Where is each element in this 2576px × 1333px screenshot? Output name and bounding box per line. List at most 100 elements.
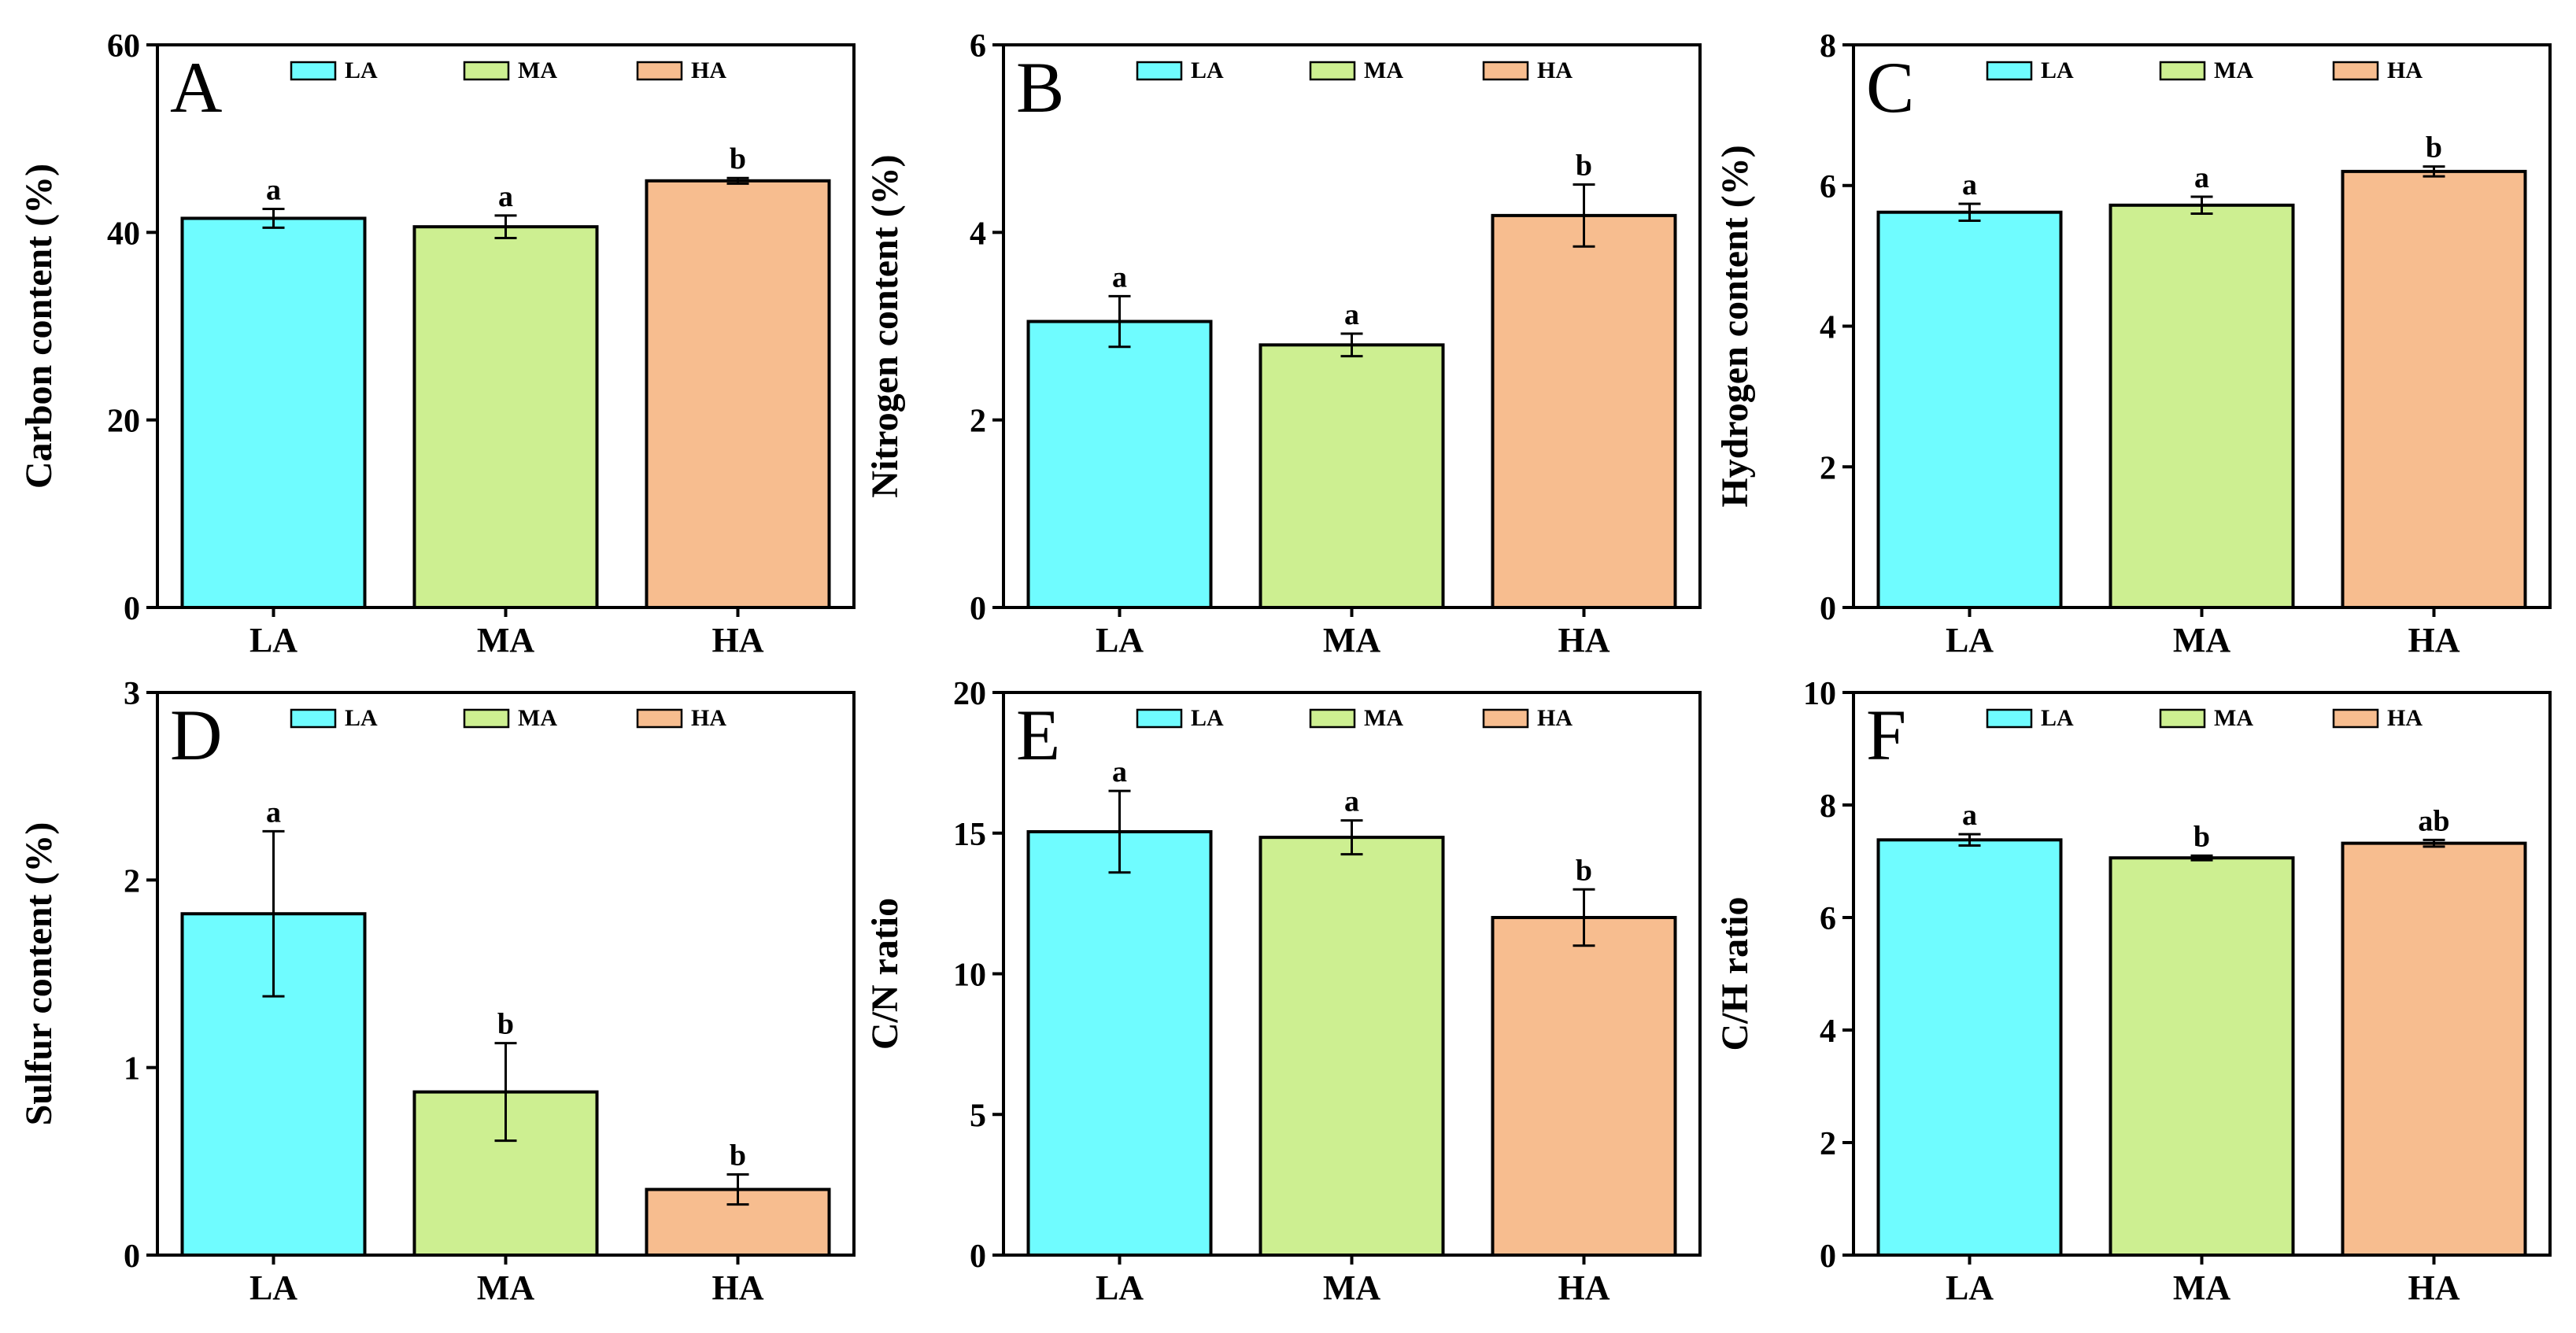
panel-f: a LA b MA ab HA 0 2 4 6 8 10 C/H ratio F LA MA HA bbox=[1714, 676, 2552, 1307]
panel-letter: A bbox=[170, 47, 222, 127]
bar-la bbox=[1876, 838, 2063, 1257]
legend-label-la: LA bbox=[2041, 57, 2074, 83]
panel-e: a LA a MA b HA 0 5 10 15 20 C/N ratio E LA MA HA bbox=[864, 676, 1702, 1307]
panel-d: a LA b MA b HA 0 1 2 3 Sulfur content (%) D LA MA HA bbox=[18, 676, 856, 1307]
significance-letter-la: a bbox=[266, 796, 281, 829]
significance-letter-ha: b bbox=[730, 1139, 746, 1172]
legend: LA MA HA bbox=[290, 705, 726, 731]
error-bar-ha bbox=[2423, 838, 2445, 848]
legend-label-ha: HA bbox=[691, 57, 726, 83]
y-tick-label: 2 bbox=[970, 404, 986, 440]
x-tick-label-ma: MA bbox=[2173, 1268, 2231, 1307]
x-tick-label-la: LA bbox=[249, 621, 298, 659]
significance-letter-ma: b bbox=[2193, 820, 2210, 853]
significance-letter-la: a bbox=[1112, 755, 1127, 788]
legend-swatch-la bbox=[1136, 61, 1183, 81]
significance-letter-ma: a bbox=[2194, 161, 2209, 194]
plot-frame bbox=[156, 43, 856, 609]
y-tick-label: 5 bbox=[970, 1098, 986, 1134]
legend: LA MA HA bbox=[1136, 57, 1573, 83]
significance-letter-ha: b bbox=[2426, 131, 2442, 164]
legend-swatch-la bbox=[1986, 61, 2033, 81]
y-tick-label: 0 bbox=[970, 1239, 986, 1275]
legend-label-la: LA bbox=[345, 57, 378, 83]
x-tick-label-ha: HA bbox=[2408, 1268, 2460, 1307]
significance-letter-la: a bbox=[1962, 168, 1977, 201]
y-tick-label: 0 bbox=[124, 591, 140, 627]
legend-label-la: LA bbox=[345, 705, 378, 731]
y-tick-label: 6 bbox=[1820, 901, 1836, 937]
bar-la bbox=[180, 216, 367, 609]
error-bar-ma bbox=[1340, 332, 1363, 358]
bar-la bbox=[1026, 319, 1213, 609]
y-tick-label: 0 bbox=[124, 1239, 140, 1275]
legend: LA MA HA bbox=[290, 57, 726, 83]
significance-letter-ma: a bbox=[498, 180, 513, 213]
bar-la bbox=[1876, 210, 2063, 609]
plot-frame bbox=[156, 691, 856, 1257]
bar-ma bbox=[1258, 836, 1445, 1257]
x-tick-label-ma: MA bbox=[1323, 1268, 1381, 1307]
y-tick-label: 20 bbox=[107, 404, 140, 440]
y-tick-label: 10 bbox=[1803, 676, 1836, 712]
error-bar-la bbox=[1958, 202, 1981, 222]
error-bar-ma bbox=[1340, 819, 1363, 856]
error-bar-ma bbox=[2190, 854, 2213, 862]
x-tick-label-ma: MA bbox=[2173, 621, 2231, 659]
significance-letter-ma: b bbox=[497, 1008, 514, 1041]
error-bar-la bbox=[1108, 294, 1131, 349]
significance-letter-ma: a bbox=[1344, 785, 1359, 818]
legend-swatch-ha bbox=[636, 61, 683, 81]
legend-swatch-ma bbox=[2159, 61, 2206, 81]
error-bar-ha bbox=[726, 1173, 749, 1206]
y-tick-label: 6 bbox=[970, 28, 986, 65]
error-bar-la bbox=[1108, 789, 1131, 874]
bar-ha bbox=[1491, 213, 1677, 609]
significance-letter-la: a bbox=[1112, 260, 1127, 294]
legend: LA MA HA bbox=[1986, 705, 2423, 731]
legend-label-ha: HA bbox=[1537, 705, 1573, 731]
error-bar-ma bbox=[2190, 195, 2213, 215]
panel-letter: E bbox=[1016, 695, 1060, 775]
y-tick-label: 8 bbox=[1820, 28, 1836, 65]
significance-letter-la: a bbox=[266, 174, 281, 207]
bar-ma bbox=[2108, 203, 2295, 609]
y-tick-label: 20 bbox=[953, 676, 986, 712]
error-bar-ha bbox=[1573, 888, 1595, 947]
x-tick-label-la: LA bbox=[1096, 621, 1144, 659]
x-tick-label-ha: HA bbox=[712, 621, 764, 659]
legend-swatch-la bbox=[290, 61, 337, 81]
legend-label-ma: MA bbox=[518, 705, 557, 731]
significance-letter-ha: b bbox=[730, 142, 746, 175]
y-tick-label: 2 bbox=[1820, 1126, 1836, 1162]
legend: LA MA HA bbox=[1986, 57, 2423, 83]
plot-frame bbox=[1002, 691, 1702, 1257]
panel-a: a LA a MA b HA 0 20 40 60 Carbon content (%) A LA MA H… bbox=[18, 28, 856, 659]
bar-ma bbox=[1258, 343, 1445, 609]
significance-letter-ha: b bbox=[1576, 854, 1592, 887]
x-tick-label-la: LA bbox=[249, 1268, 298, 1307]
plot-frame bbox=[1852, 691, 2552, 1257]
x-tick-label-la: LA bbox=[1946, 621, 1994, 659]
legend-label-ha: HA bbox=[2387, 705, 2423, 731]
legend-label-la: LA bbox=[1191, 705, 1224, 731]
significance-letter-ha: b bbox=[1576, 150, 1592, 183]
significance-letter-ma: a bbox=[1344, 298, 1359, 331]
error-bar-la bbox=[1958, 833, 1981, 847]
legend-label-la: LA bbox=[2041, 705, 2074, 731]
panel-letter: F bbox=[1866, 695, 1906, 775]
y-tick-label: 1 bbox=[124, 1051, 140, 1087]
y-tick-label: 10 bbox=[953, 958, 986, 994]
error-bar-ma bbox=[494, 214, 517, 239]
y-tick-label: 0 bbox=[1820, 591, 1836, 627]
legend-swatch-ha bbox=[2332, 708, 2379, 729]
y-axis-label: Nitrogen content (%) bbox=[864, 154, 906, 497]
error-bar-la bbox=[262, 829, 285, 998]
error-bar-la bbox=[262, 208, 285, 229]
y-axis-label: C/H ratio bbox=[1714, 897, 1756, 1051]
y-tick-label: 0 bbox=[1820, 1239, 1836, 1275]
bar-ha bbox=[2341, 169, 2527, 609]
bar-ma bbox=[412, 225, 599, 609]
y-axis-label: Hydrogen content (%) bbox=[1714, 145, 1756, 507]
panel-letter: D bbox=[170, 695, 222, 775]
